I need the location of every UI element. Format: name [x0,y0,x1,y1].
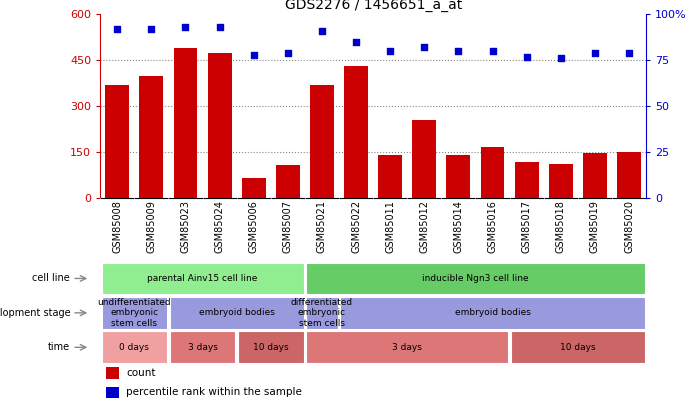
Bar [102,262,303,294]
Text: GSM85007: GSM85007 [283,200,293,253]
Bar [140,76,163,198]
Point [316,28,328,34]
Text: GSM85016: GSM85016 [488,200,498,253]
Bar [583,153,607,198]
Text: 3 days: 3 days [188,343,218,352]
Point [180,24,191,30]
Text: 10 days: 10 days [253,343,289,352]
Bar [344,66,368,198]
Bar [341,297,645,329]
Text: embryoid bodies: embryoid bodies [455,308,531,318]
Text: count: count [126,368,156,378]
Bar [511,331,645,363]
Text: inducible Ngn3 cell line: inducible Ngn3 cell line [422,274,529,283]
Point [556,55,567,62]
Bar [549,164,573,198]
Bar [208,53,231,198]
Point [350,38,361,45]
Text: percentile rank within the sample: percentile rank within the sample [126,388,302,397]
Point [453,48,464,54]
Text: GSM85011: GSM85011 [385,200,395,253]
Text: GSM85021: GSM85021 [317,200,327,253]
Bar [306,331,509,363]
Text: 10 days: 10 days [560,343,596,352]
Text: development stage: development stage [0,308,70,318]
Point [248,51,259,58]
Bar [413,120,436,198]
Bar [106,387,120,398]
Text: 3 days: 3 days [392,343,422,352]
Bar [238,331,303,363]
Point [589,50,600,56]
Bar [310,85,334,198]
Point [521,53,532,60]
Text: GSM85008: GSM85008 [112,200,122,253]
Text: GSM85019: GSM85019 [590,200,600,253]
Bar [306,297,338,329]
Bar [378,156,402,198]
Text: GSM85018: GSM85018 [556,200,566,253]
Text: GSM85022: GSM85022 [351,200,361,253]
Text: GSM85006: GSM85006 [249,200,258,253]
Bar [170,331,236,363]
Bar [515,162,538,198]
Bar [242,177,265,198]
Text: embryoid bodies: embryoid bodies [199,308,274,318]
Bar [170,297,303,329]
Text: GSM85014: GSM85014 [453,200,464,253]
Bar [102,331,167,363]
Point [487,48,498,54]
Bar [446,156,471,198]
Text: GSM85012: GSM85012 [419,200,429,253]
Point [623,50,634,56]
Point [112,26,123,32]
Bar [617,152,641,198]
Point [146,26,157,32]
Point [385,48,396,54]
Bar [106,367,120,379]
Text: GSM85024: GSM85024 [215,200,225,253]
Bar [306,262,645,294]
Text: differentiated
embryonic
stem cells: differentiated embryonic stem cells [291,298,353,328]
Bar [173,48,198,198]
Point [283,50,294,56]
Bar [105,85,129,198]
Title: GDS2276 / 1456651_a_at: GDS2276 / 1456651_a_at [285,0,462,12]
Text: 0 days: 0 days [120,343,149,352]
Point [419,44,430,51]
Text: parental Ainv15 cell line: parental Ainv15 cell line [147,274,258,283]
Bar [276,165,300,198]
Text: GSM85017: GSM85017 [522,200,531,253]
Text: GSM85009: GSM85009 [146,200,156,253]
Text: cell line: cell line [32,273,70,283]
Bar [102,297,167,329]
Text: GSM85023: GSM85023 [180,200,191,253]
Bar [481,147,504,198]
Point [214,24,225,30]
Text: undifferentiated
embryonic
stem cells: undifferentiated embryonic stem cells [97,298,171,328]
Text: GSM85020: GSM85020 [624,200,634,253]
Text: time: time [48,342,70,352]
